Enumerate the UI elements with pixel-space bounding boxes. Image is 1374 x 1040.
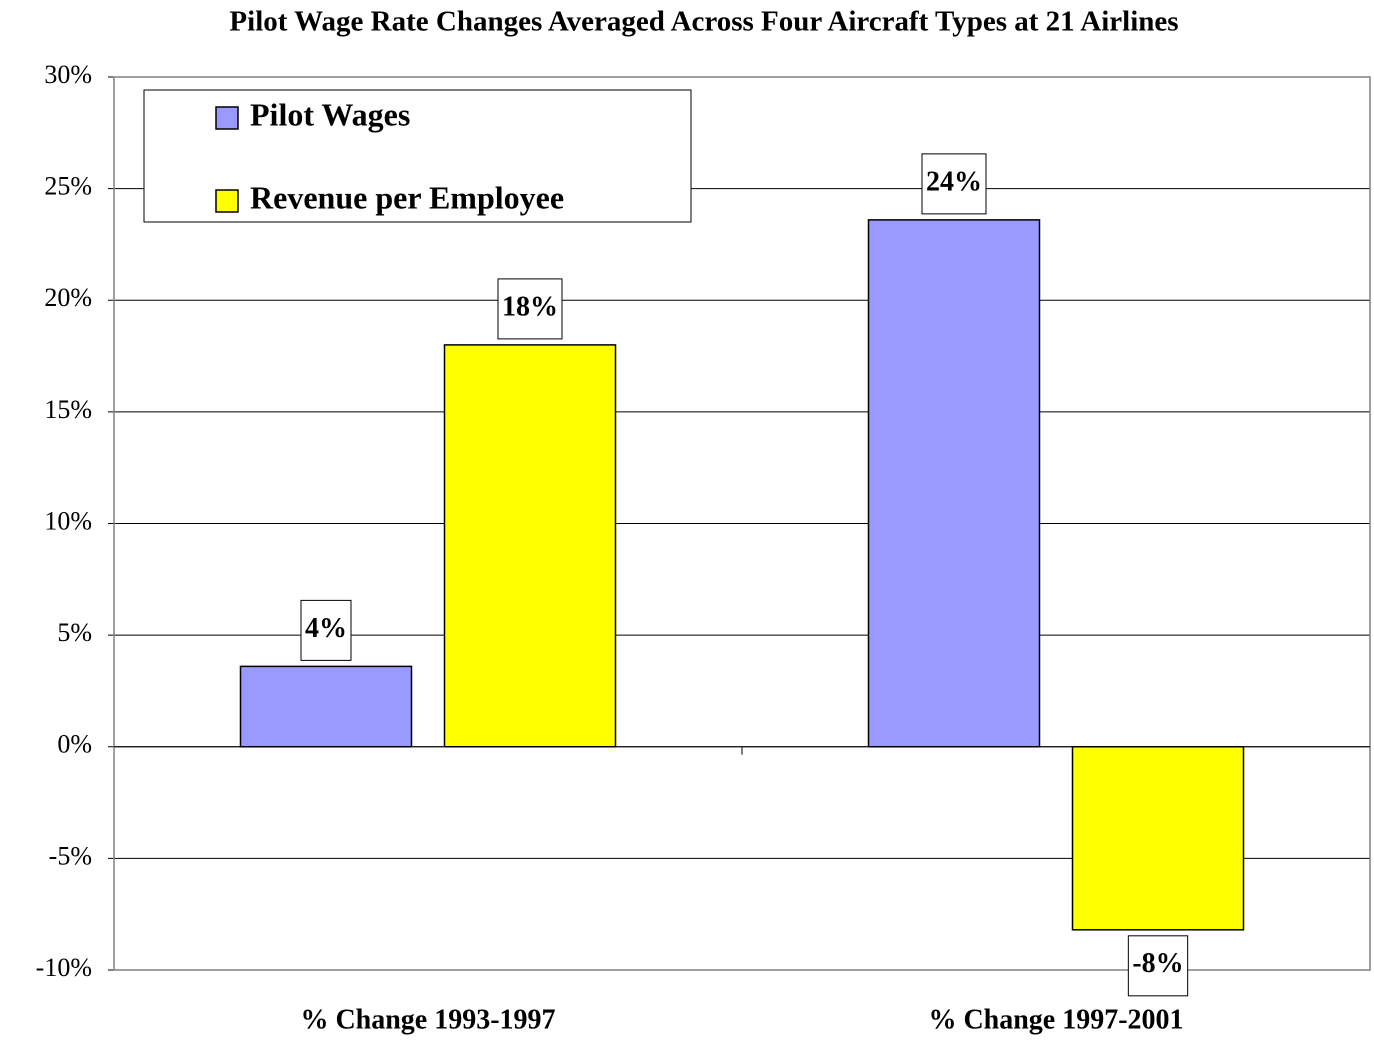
y-tick-label: 5% — [57, 618, 92, 647]
y-tick-label: -10% — [36, 953, 92, 982]
y-tick-label: 15% — [44, 395, 92, 424]
bar — [239, 665, 413, 748]
y-tick-label: 25% — [44, 172, 92, 201]
value-label: -8% — [1132, 948, 1183, 979]
value-label-box — [921, 153, 987, 215]
legend-swatch — [215, 189, 239, 213]
value-label-box — [1127, 935, 1189, 997]
value-label: 24% — [926, 166, 982, 197]
x-tick-label: % Change 1997-2001 — [928, 1004, 1183, 1035]
plot-border — [113, 76, 1371, 971]
value-label: 4% — [305, 613, 347, 644]
value-label: 18% — [502, 291, 558, 322]
legend-label: Pilot Wages — [250, 96, 410, 132]
value-label-box — [497, 278, 563, 340]
bar — [443, 344, 617, 748]
bar — [1071, 746, 1245, 931]
y-tick-label: 20% — [44, 283, 92, 312]
y-tick-label: 10% — [44, 506, 92, 535]
y-tick-label: 30% — [44, 60, 92, 89]
y-tick-label: -5% — [49, 841, 92, 870]
bar — [867, 219, 1041, 748]
x-tick-label: % Change 1993-1997 — [300, 1004, 555, 1035]
y-tick-label: 0% — [57, 730, 92, 759]
legend-label: Revenue per Employee — [250, 179, 564, 215]
legend-swatch — [215, 106, 239, 130]
value-label-box — [300, 599, 352, 661]
chart-title: Pilot Wage Rate Changes Averaged Across … — [229, 6, 1178, 38]
